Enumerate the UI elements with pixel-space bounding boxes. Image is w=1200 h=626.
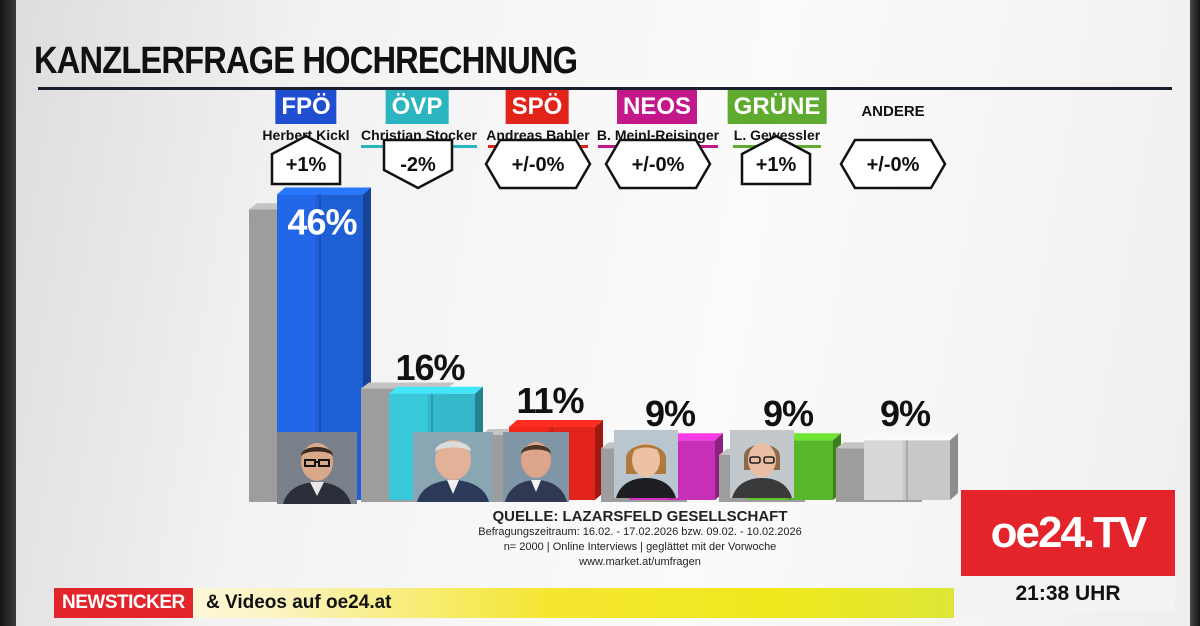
value-label-fpoe: 46% [287,202,357,243]
bar-side-andere [950,433,958,500]
party-badge-spoe: SPÖ [505,90,569,124]
value-label-andere: 9% [880,393,931,434]
clock: 21:38 UHR [961,576,1175,612]
change-indicator-andere [839,138,947,190]
party-badge-oevp: ÖVP [385,90,449,124]
bar-top-spoe [509,419,603,427]
party-badge-neos: NEOS [616,90,698,124]
tv-bezel-right [1190,0,1200,626]
party-badge-fpoe: FPÖ [275,90,337,124]
change-label-fpoe: +1% [286,154,327,176]
bar-andere [864,433,958,500]
tv-bezel-left [0,0,16,626]
ticker-text: & Videos auf oe24.at [206,592,392,613]
source-period: Befragungszeitraum: 16.02. - 17.02.2026 … [478,526,802,538]
source-url: www.market.at/umfragen [579,556,701,568]
title-rule [38,87,1172,90]
change-indicator-spoe [484,138,592,190]
portrait-andreas-babler [503,432,569,502]
oe24-logo: oe24.TV [961,490,1175,576]
newsticker-tag: NEWSTICKER [54,588,193,618]
change-indicator-neos [604,138,712,190]
page-title: KANZLERFRAGE HOCHRECHNUNG [34,40,578,82]
source-block: QUELLE: LAZARSFELD GESELLSCHAFT Befragun… [440,508,840,570]
change-label-andere: +/-0% [867,154,920,176]
value-label-neos: 9% [645,393,696,434]
source-sample: n= 2000 | Online Interviews | geglättet … [503,541,777,553]
change-indicator-fpoe [270,134,342,186]
change-indicator-oevp [382,138,454,190]
party-badge-gruene: GRÜNE [727,90,827,124]
portrait-b-meinl-reisinger [614,430,678,498]
portrait-christian-stocker [413,432,493,502]
change-label-oevp: -2% [400,154,436,176]
party-label-andere: ANDERE [861,103,925,120]
value-label-oevp: 16% [395,347,465,388]
candidate-name-gruene: L. Gewessler [733,127,821,143]
bar-highlight-andere [864,440,903,500]
portrait-herbert-kickl [277,432,357,504]
value-label-gruene: 9% [763,393,814,434]
value-label-spoe: 11% [516,380,584,421]
bar-top-andere [864,433,958,441]
change-indicator-gruene [740,134,812,186]
change-label-neos: +/-0% [632,154,685,176]
news-ticker: NEWSTICKER & Videos auf oe24.at [54,588,954,618]
source-title: QUELLE: LAZARSFELD GESELLSCHAFT [492,508,788,525]
portrait-l-gewessler [730,430,794,498]
change-label-spoe: +/-0% [512,154,565,176]
change-label-gruene: +1% [756,154,797,176]
bar-top-fpoe [277,187,371,195]
bar-top-oevp [389,386,483,394]
